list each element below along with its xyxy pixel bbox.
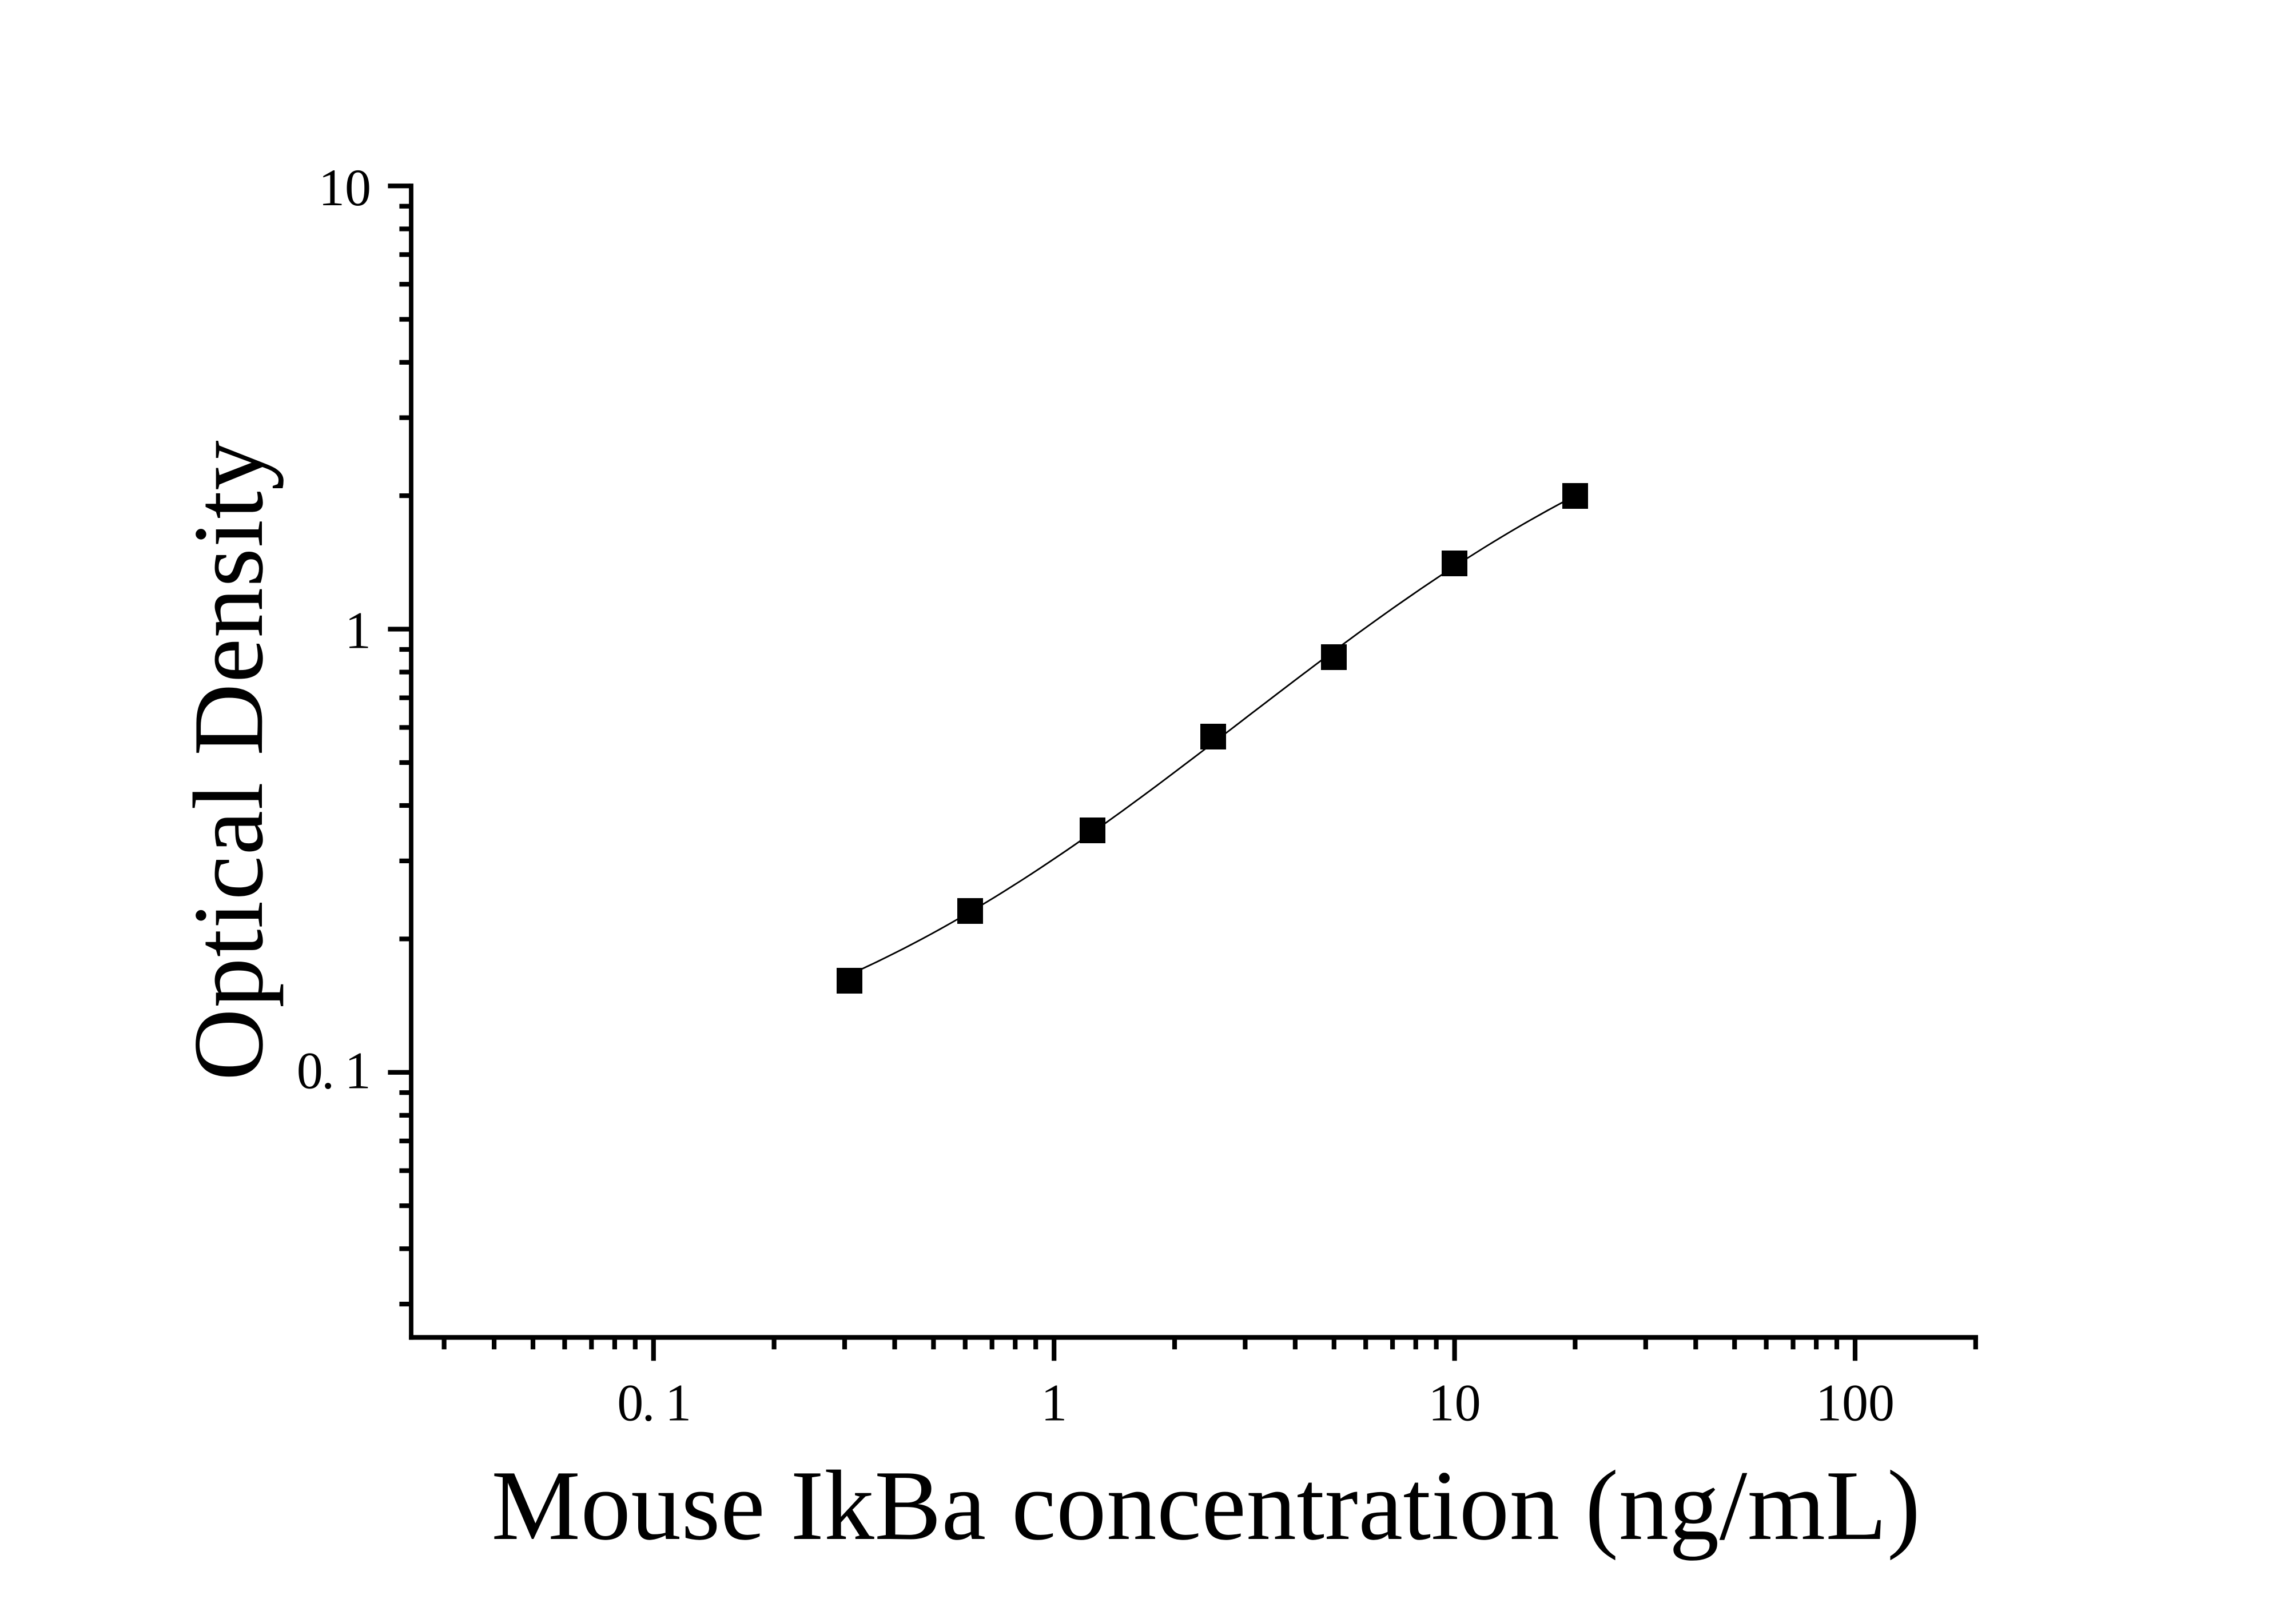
svg-text:Optical Density: Optical Density [173, 440, 284, 1080]
svg-text:1: 1 [1041, 1374, 1067, 1432]
svg-text:0. 1: 0. 1 [617, 1374, 690, 1432]
svg-text:100: 100 [1816, 1374, 1895, 1432]
svg-text:Mouse IkBa concentration (ng/m: Mouse IkBa concentration (ng/mL) [491, 1450, 1920, 1561]
svg-text:10: 10 [319, 158, 371, 217]
svg-text:10: 10 [1428, 1374, 1481, 1432]
svg-text:1: 1 [345, 601, 371, 659]
svg-text:0. 1: 0. 1 [297, 1042, 369, 1100]
